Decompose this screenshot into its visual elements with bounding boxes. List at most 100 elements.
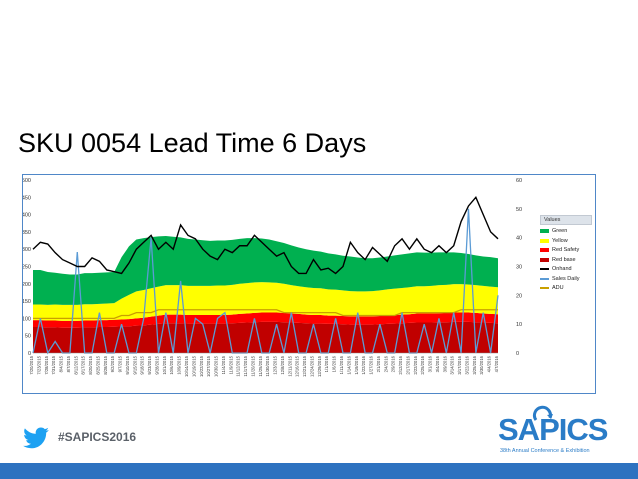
x-tick-label: 9/15/2015 <box>132 355 137 374</box>
x-tick-label: 2/22/2016 <box>413 355 418 374</box>
legend-label: Onhand <box>552 266 572 272</box>
twitter-bird-icon <box>23 427 49 449</box>
x-tick-label: 2/9/2016 <box>391 355 396 372</box>
y-tick-label: 400 <box>23 213 31 219</box>
x-tick-label: 1/11/2016 <box>339 355 344 374</box>
legend-title: Values <box>540 215 592 225</box>
legend-item: Green <box>540 228 592 235</box>
x-tick-label: 7/23/2015 <box>36 355 41 374</box>
legend-item: Onhand <box>540 266 592 273</box>
y2-tick-label: 0 <box>516 351 519 357</box>
x-tick-label: 11/17/2015 <box>243 355 248 376</box>
x-tick-label: 9/18/2015 <box>140 355 145 374</box>
y-tick-label: 100 <box>23 316 31 322</box>
area-red-safety <box>33 312 498 328</box>
legend-label: Red Safety <box>552 247 580 253</box>
line-adu <box>33 309 498 320</box>
x-tick-label: 10/9/2015 <box>177 355 182 374</box>
x-tick-label: 2/17/2016 <box>405 355 410 374</box>
x-tick-label: 2/12/2016 <box>398 355 403 374</box>
x-tick-label: 8/20/2015 <box>88 355 93 374</box>
y-tick-label: 50 <box>25 334 31 340</box>
x-tick-label: 10/14/2015 <box>184 355 189 377</box>
x-tick-label: 10/6/2015 <box>169 355 174 374</box>
x-tick-label: 3/25/2016 <box>472 355 477 374</box>
x-tick-label: 1/19/2016 <box>354 355 359 374</box>
x-tick-label: 12/11/2015 <box>287 355 292 376</box>
x-tick-label: 12/8/2015 <box>280 355 285 374</box>
legend-swatch <box>540 268 549 270</box>
x-tick-label: 12/24/2015 <box>309 355 314 377</box>
x-tick-label: 7/28/2015 <box>44 355 49 374</box>
x-tick-label: 10/30/2015 <box>214 355 219 377</box>
legend-label: Yellow <box>552 237 568 244</box>
legend-item: ADU <box>540 285 592 292</box>
chart-frame: 0 50 100 150 200 250 300 350 400 450 500 0 10 20 30 40 5… <box>22 174 596 394</box>
x-tick-label: 4/7/2016 <box>494 355 499 372</box>
x-tick-label: 8/4/2015 <box>59 355 64 372</box>
legend-item: Red base <box>540 257 592 264</box>
x-tick-label: 2/4/2016 <box>383 355 388 372</box>
x-tick-label: 3/14/2016 <box>450 355 455 374</box>
x-tick-label: 7/20/2015 <box>29 355 34 374</box>
x-tick-label: 3/30/2016 <box>479 355 484 374</box>
y-tick-label: 300 <box>23 247 31 253</box>
x-tick-label: 1/6/2016 <box>332 355 337 372</box>
x-tick-label: 7/31/2015 <box>51 355 56 374</box>
sapics-logo: SAPICS 38th Annual Conference & Exhibiti… <box>498 405 620 458</box>
y2-tick-label: 50 <box>516 207 522 213</box>
x-tick-label: 9/2/2015 <box>110 355 115 372</box>
legend-label: Red base <box>552 256 576 263</box>
legend-swatch <box>540 277 549 280</box>
legend-item: Yellow <box>540 238 592 245</box>
x-tick-label: 9/28/2015 <box>154 355 159 374</box>
x-tick-label: 9/23/2015 <box>147 355 152 374</box>
x-tick-label: 1/22/2016 <box>361 355 366 374</box>
hashtag: #SAPICS2016 <box>58 430 137 444</box>
x-tick-label: 8/28/2015 <box>103 355 108 374</box>
legend-swatch <box>540 248 549 252</box>
x-tick-label: 11/4/2015 <box>221 355 226 374</box>
x-tick-label: 10/19/2015 <box>191 355 196 377</box>
legend-label: ADU <box>552 285 564 291</box>
y2-tick-label: 40 <box>516 236 522 242</box>
x-tick-label: 11/12/2015 <box>236 355 241 376</box>
legend-label: Sales Daily <box>552 275 580 282</box>
x-tick-label: 1/27/2016 <box>369 355 374 374</box>
bottom-bar <box>0 463 638 479</box>
x-tick-label: 10/22/2015 <box>199 355 204 377</box>
y-tick-label: 200 <box>23 282 31 288</box>
logo-subtitle: 38th Annual Conference & Exhibition <box>500 448 590 454</box>
x-tick-label: 2/1/2016 <box>376 355 381 372</box>
slide-footer: #SAPICS2016 SAPICS 38th Annual Conferenc… <box>0 402 638 479</box>
x-tick-label: 10/1/2015 <box>162 355 167 374</box>
y-tick-label: 250 <box>23 265 31 271</box>
y-tick-label: 150 <box>23 299 31 305</box>
x-tick-label: 3/17/2016 <box>457 355 462 374</box>
y2-tick-label: 60 <box>516 178 522 184</box>
x-tick-label: 12/16/2015 <box>295 355 300 377</box>
x-tick-label: 3/22/2016 <box>464 355 469 374</box>
x-tick-label: 3/4/2016 <box>435 355 440 372</box>
y2-tick-label: 10 <box>516 322 522 328</box>
x-tick-label: 11/25/2015 <box>258 355 263 376</box>
y-tick-label: 0 <box>28 351 31 357</box>
y2-tick-label: 30 <box>516 265 522 271</box>
x-tick-label: 8/12/2015 <box>73 355 78 374</box>
area-yellow <box>33 282 498 321</box>
x-tick-label: 11/30/2015 <box>265 355 270 376</box>
x-tick-label: 12/21/2015 <box>302 355 307 377</box>
legend-swatch <box>540 257 549 262</box>
y-tick-label: 450 <box>23 195 31 201</box>
x-tick-label: 2/25/2016 <box>420 355 425 374</box>
logo-text: SAPICS <box>498 412 608 447</box>
legend-label: Green <box>552 228 568 234</box>
x-tick-label: 9/10/2015 <box>125 355 130 374</box>
x-tick-label: 1/1/2016 <box>324 355 329 372</box>
x-tick-label: 3/9/2016 <box>442 355 447 372</box>
x-tick-label: 9/7/2015 <box>118 355 123 372</box>
legend-swatch <box>540 287 549 289</box>
x-tick-label: 1/14/2016 <box>346 355 351 374</box>
x-tick-label: 12/29/2015 <box>317 355 322 377</box>
slide-title: SKU 0054 Lead Time 6 Days <box>18 128 367 158</box>
